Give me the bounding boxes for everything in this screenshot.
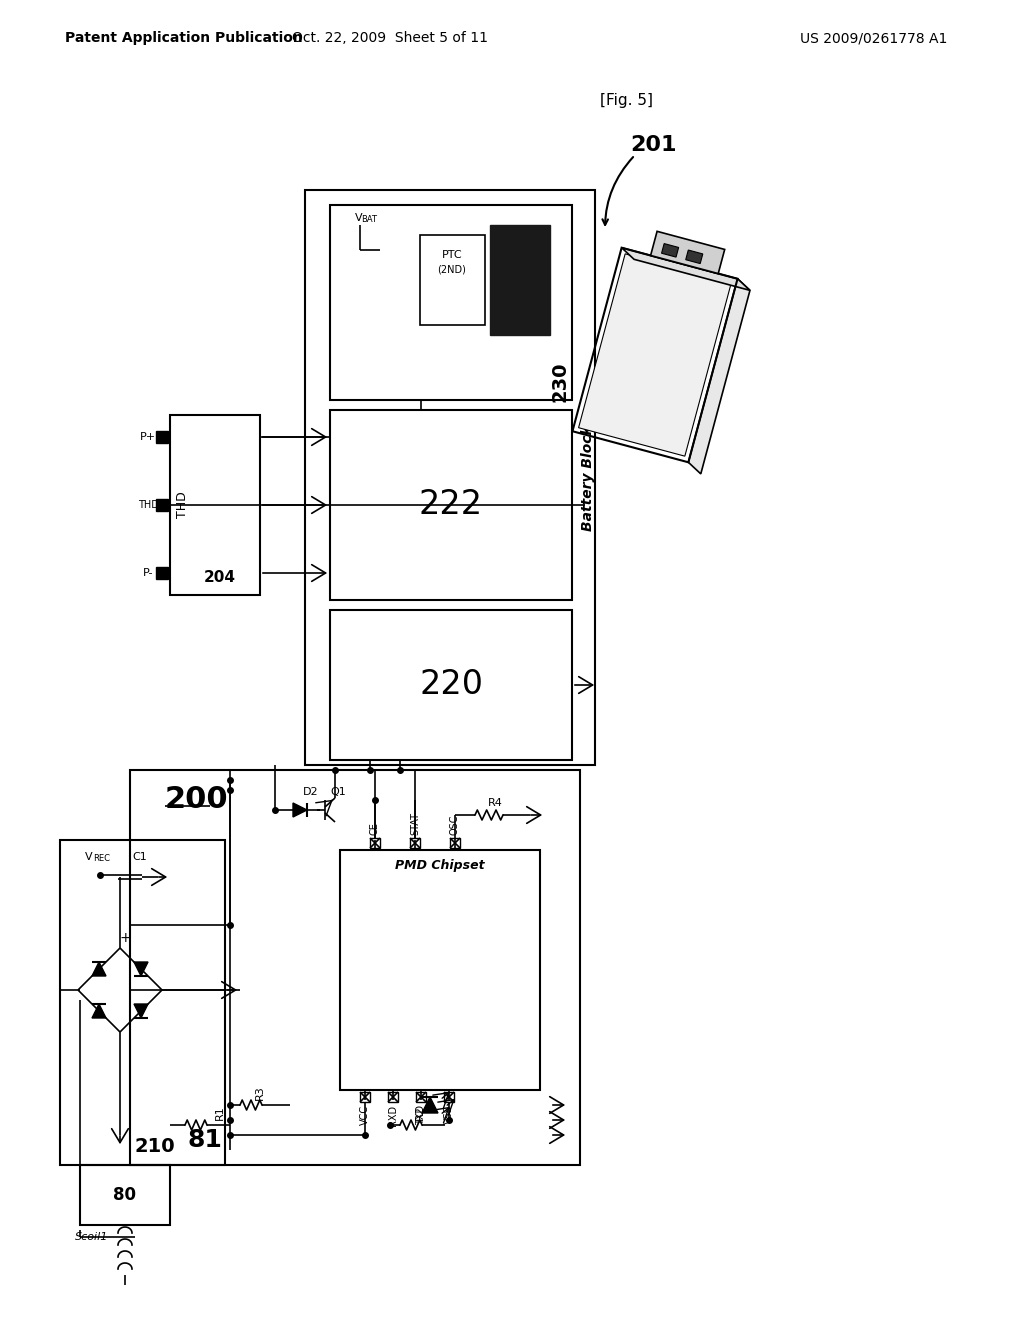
Polygon shape xyxy=(579,253,731,457)
Text: Q1: Q1 xyxy=(330,787,346,797)
Text: THD: THD xyxy=(137,500,159,510)
Text: Battery Block: Battery Block xyxy=(581,425,595,531)
Bar xyxy=(490,224,550,335)
Bar xyxy=(410,838,420,847)
Text: C1: C1 xyxy=(133,851,147,862)
Text: R1: R1 xyxy=(215,1106,225,1121)
Text: US 2009/0261778 A1: US 2009/0261778 A1 xyxy=(800,30,947,45)
Polygon shape xyxy=(134,962,148,975)
Bar xyxy=(60,840,225,1166)
Text: Patent Application Publication: Patent Application Publication xyxy=(65,30,303,45)
Text: 81: 81 xyxy=(187,1129,222,1152)
Bar xyxy=(330,610,572,760)
Polygon shape xyxy=(622,248,750,290)
Text: RXD: RXD xyxy=(388,1105,398,1126)
Text: PTC: PTC xyxy=(441,249,462,260)
Polygon shape xyxy=(92,962,106,975)
Polygon shape xyxy=(688,279,750,474)
Text: (2ND): (2ND) xyxy=(437,265,467,275)
Bar xyxy=(360,1092,370,1102)
Text: D2: D2 xyxy=(303,787,318,797)
Text: Oct. 22, 2009  Sheet 5 of 11: Oct. 22, 2009 Sheet 5 of 11 xyxy=(292,30,488,45)
Text: OSC: OSC xyxy=(450,814,460,836)
Text: VSS: VSS xyxy=(444,1105,454,1123)
Bar xyxy=(450,838,460,847)
Text: [Fig. 5]: [Fig. 5] xyxy=(600,92,653,107)
Text: VCC: VCC xyxy=(360,1105,370,1125)
Text: 222: 222 xyxy=(419,488,483,521)
Text: P+: P+ xyxy=(140,432,156,442)
Bar xyxy=(170,414,260,595)
Bar xyxy=(80,1166,170,1225)
Text: R3: R3 xyxy=(255,1085,265,1101)
Text: REC: REC xyxy=(93,854,110,863)
Text: 201: 201 xyxy=(630,135,677,154)
Text: 220: 220 xyxy=(419,668,483,701)
Text: STAT: STAT xyxy=(410,812,420,836)
Bar xyxy=(340,850,540,1090)
Bar xyxy=(305,190,595,766)
Bar xyxy=(420,235,485,325)
Bar xyxy=(444,1092,454,1102)
Text: 200: 200 xyxy=(165,785,228,814)
Text: 230: 230 xyxy=(551,362,569,403)
Polygon shape xyxy=(662,244,679,257)
Bar xyxy=(388,1092,398,1102)
Text: BAT: BAT xyxy=(361,215,377,224)
Text: THD: THD xyxy=(175,491,188,519)
Text: +: + xyxy=(119,931,131,945)
Text: 210: 210 xyxy=(135,1138,175,1156)
Polygon shape xyxy=(92,1005,106,1018)
Bar xyxy=(330,411,572,601)
Bar xyxy=(330,205,572,400)
Text: 80: 80 xyxy=(114,1185,136,1204)
Text: TXD: TXD xyxy=(416,1105,426,1125)
Text: R2: R2 xyxy=(415,1106,425,1121)
Bar xyxy=(416,1092,426,1102)
Text: P-: P- xyxy=(142,568,154,578)
Bar xyxy=(370,838,380,847)
Bar xyxy=(130,770,580,1166)
Polygon shape xyxy=(422,1097,438,1113)
Text: Scoil1: Scoil1 xyxy=(75,1232,109,1242)
Text: V: V xyxy=(355,213,362,223)
Text: 204: 204 xyxy=(204,569,236,585)
Text: R4: R4 xyxy=(487,799,503,808)
Text: V: V xyxy=(85,851,92,862)
Text: PMD Chipset: PMD Chipset xyxy=(395,858,484,871)
Polygon shape xyxy=(686,249,702,264)
Polygon shape xyxy=(293,803,307,817)
Polygon shape xyxy=(134,1005,148,1018)
Polygon shape xyxy=(650,231,725,273)
Text: CE: CE xyxy=(370,822,380,836)
